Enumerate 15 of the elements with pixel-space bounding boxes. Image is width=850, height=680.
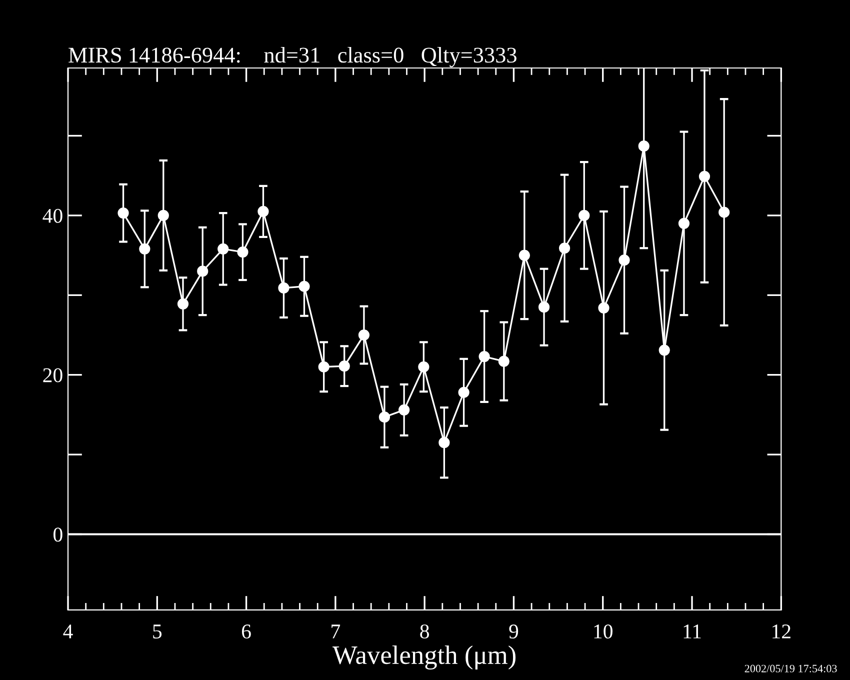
x-tick-label: 12	[772, 624, 790, 638]
x-tick-label: 6	[242, 624, 251, 639]
x-tick-label: 4	[63, 624, 73, 638]
y-tick-label: 40	[42, 208, 62, 223]
x-axis-title: Wavelength (μm)	[332, 646, 516, 670]
y-tick-label: 0	[54, 528, 62, 542]
x-tick-label: 11	[684, 624, 701, 638]
chart-title: MIRS 14186-6944: nd=31 class=0 Qlty=3333	[68, 47, 516, 68]
x-tick-label: 10	[594, 624, 612, 639]
x-tick-label: 8	[420, 624, 429, 639]
text: 2002/05/19 17:54:03	[744, 664, 837, 672]
x-tick-label: 9	[509, 624, 518, 639]
x-tick-label: 5	[153, 624, 162, 639]
x-tick-label: 7	[332, 624, 340, 638]
y-tick-label: 20	[43, 368, 62, 382]
